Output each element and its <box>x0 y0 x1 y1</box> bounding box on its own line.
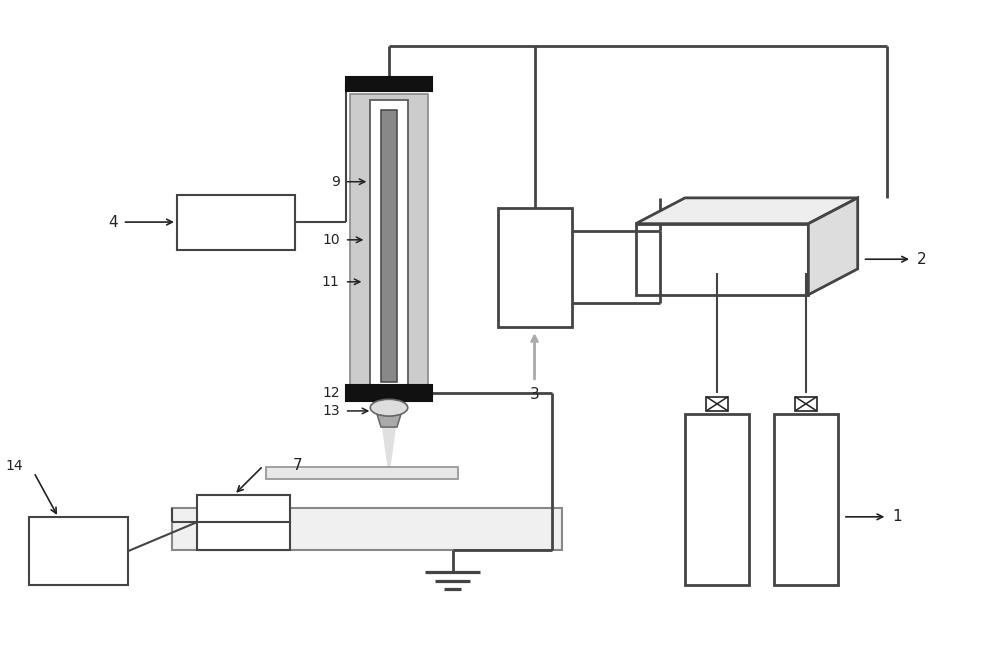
Bar <box>795 397 817 411</box>
Text: 11: 11 <box>322 275 340 289</box>
Polygon shape <box>636 198 858 224</box>
Text: 1: 1 <box>892 509 902 525</box>
Bar <box>197 495 290 550</box>
Text: 3: 3 <box>530 387 539 402</box>
Bar <box>346 385 432 402</box>
Polygon shape <box>373 402 405 427</box>
Bar <box>370 100 408 385</box>
Bar <box>177 195 295 250</box>
Ellipse shape <box>370 400 408 416</box>
Text: 7: 7 <box>293 458 303 473</box>
Bar <box>774 414 838 585</box>
Bar <box>498 207 572 327</box>
Bar <box>29 517 128 585</box>
Bar <box>706 397 728 411</box>
Polygon shape <box>808 198 858 295</box>
Bar <box>685 414 749 585</box>
Text: 13: 13 <box>322 404 340 418</box>
Text: 12: 12 <box>322 386 340 400</box>
Bar <box>381 110 397 382</box>
Text: 2: 2 <box>917 252 927 267</box>
Text: 10: 10 <box>322 233 340 247</box>
Bar <box>346 77 432 92</box>
Text: 4: 4 <box>108 215 118 230</box>
Bar <box>172 508 562 550</box>
Bar <box>636 224 808 295</box>
Bar <box>266 467 458 479</box>
Text: 9: 9 <box>331 175 340 189</box>
Polygon shape <box>382 427 396 472</box>
Bar <box>350 94 428 388</box>
Text: 14: 14 <box>5 459 23 473</box>
